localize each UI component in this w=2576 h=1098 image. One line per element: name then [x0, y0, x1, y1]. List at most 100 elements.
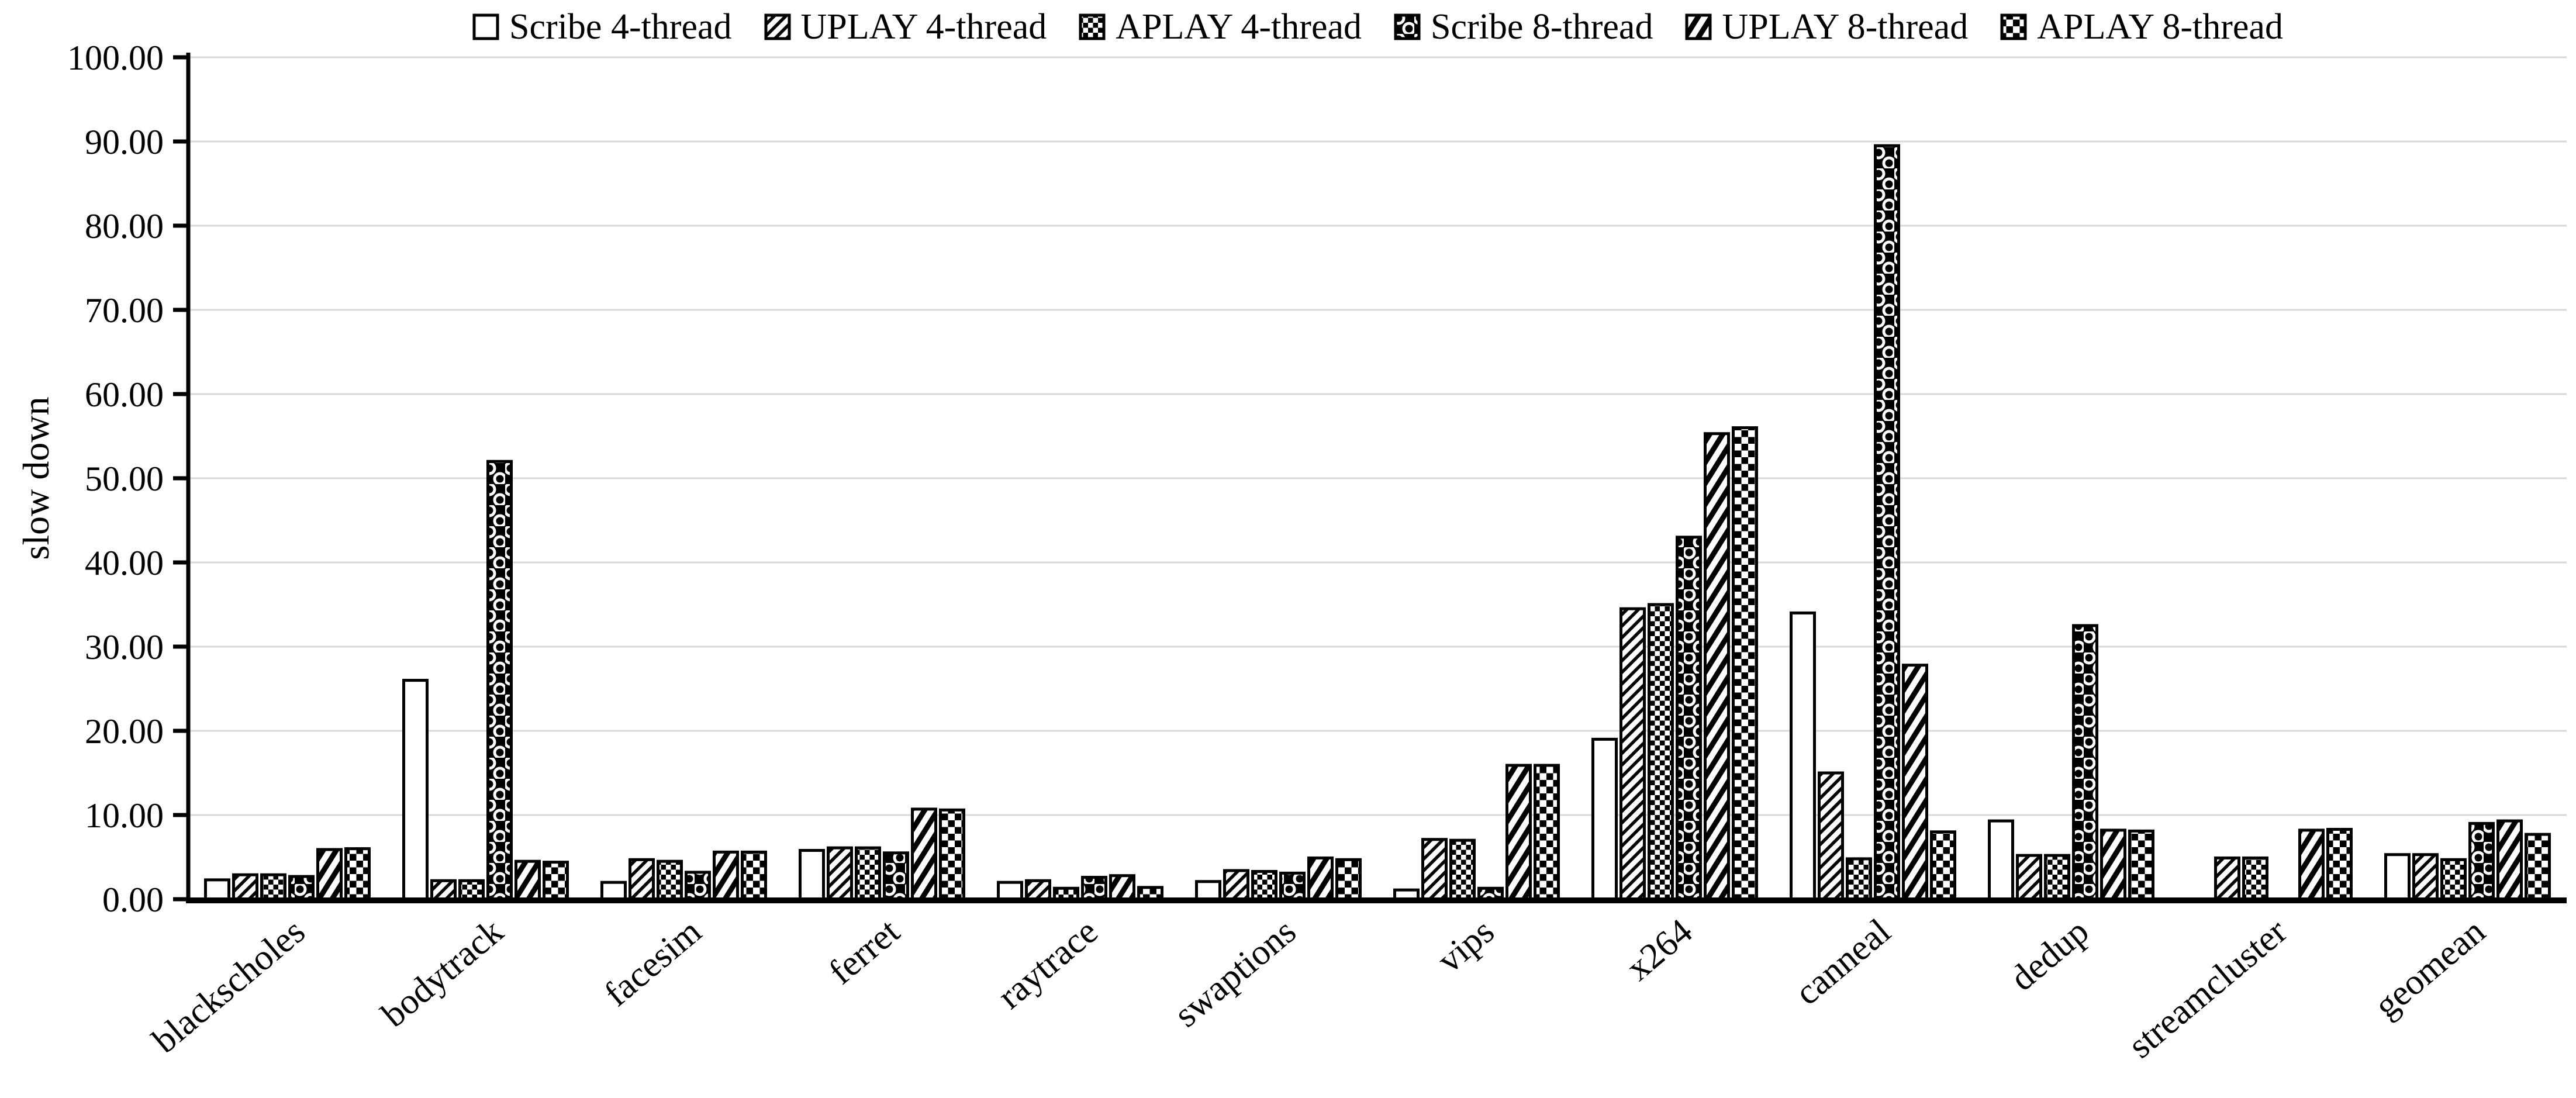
bar-uplay-4-thread-dedup — [2016, 854, 2042, 901]
bar-uplay-8-thread-vips — [1505, 764, 1532, 901]
gridlines-layer — [188, 56, 2567, 816]
bar-scribe-4-thread-raytrace — [997, 881, 1023, 901]
bar-scribe-8-thread-swaptions — [1279, 871, 1306, 901]
bar-scribe-8-thread-ferret — [883, 851, 909, 901]
x-category-label: geomean — [2367, 911, 2492, 1026]
bar-aplay-8-thread-vips — [1534, 764, 1560, 901]
x-category-label: dedup — [2003, 911, 2097, 999]
x-category-label: streamcluster — [2121, 911, 2295, 1066]
y-tick-label: 10.00 — [85, 796, 164, 835]
bar-uplay-4-thread-x264 — [1620, 607, 1646, 901]
y-tick-label: 90.00 — [85, 123, 164, 161]
bar-uplay-4-thread-blackscholes — [232, 873, 258, 901]
x-category-label: canneal — [1788, 911, 1898, 1013]
x-category-label: swaptions — [1167, 911, 1304, 1035]
legend-item-scribe-4-thread: Scribe 4-thread — [472, 7, 732, 47]
legend-item-uplay-4-thread: UPLAY 4-thread — [764, 9, 1047, 45]
legend-label: Scribe 4-thread — [509, 7, 732, 47]
bar-scribe-8-thread-raytrace — [1081, 876, 1107, 901]
y-tick-label: 100.00 — [67, 39, 164, 77]
legend-label: UPLAY 4-thread — [800, 7, 1047, 47]
bar-scribe-4-thread-dedup — [1988, 819, 2014, 901]
legend-item-scribe-8-thread: Scribe 8-thread — [1393, 9, 1653, 45]
bar-aplay-8-thread-facesim — [741, 850, 767, 901]
bar-aplay-8-thread-blackscholes — [344, 847, 371, 901]
bar-uplay-8-thread-blackscholes — [316, 848, 343, 901]
legend-swatch-checkerboard — [2000, 13, 2027, 40]
bar-uplay-4-thread-canneal — [1818, 771, 1844, 901]
bar-uplay-4-thread-ferret — [827, 846, 853, 901]
bar-uplay-4-thread-swaptions — [1223, 869, 1249, 901]
bar-scribe-4-thread-x264 — [1591, 737, 1618, 901]
legend-swatch-plain-white — [472, 13, 499, 40]
bar-aplay-4-thread-ferret — [855, 846, 881, 901]
x-category-label: ferret — [821, 911, 907, 992]
legend-item-aplay-4-thread: APLAY 4-thread — [1078, 9, 1362, 45]
bar-aplay-4-thread-vips — [1449, 838, 1476, 901]
bar-scribe-4-thread-swaptions — [1195, 880, 1221, 901]
x-category-label: facesim — [597, 911, 709, 1014]
bar-scribe-4-thread-facesim — [600, 881, 627, 901]
bar-scribe-8-thread-geomean — [2468, 821, 2495, 901]
bar-uplay-4-thread-raytrace — [1025, 879, 1051, 901]
bar-uplay-8-thread-x264 — [1704, 432, 1730, 901]
bar-aplay-8-thread-swaptions — [1335, 858, 1362, 901]
bar-aplay-4-thread-x264 — [1648, 603, 1674, 901]
bar-scribe-8-thread-bodytrack — [486, 460, 513, 901]
bar-scribe-8-thread-canneal — [1874, 144, 1900, 901]
bar-scribe-4-thread-ferret — [799, 848, 825, 901]
bar-aplay-4-thread-facesim — [657, 859, 683, 901]
bar-uplay-4-thread-facesim — [629, 858, 655, 901]
y-tick-label: 50.00 — [85, 460, 164, 498]
legend-label: UPLAY 8-thread — [1722, 7, 1969, 47]
bar-aplay-4-thread-streamcluster — [2242, 856, 2268, 901]
bar-scribe-8-thread-x264 — [1676, 536, 1702, 901]
bar-uplay-8-thread-dedup — [2100, 828, 2126, 901]
x-category-label: vips — [1430, 911, 1502, 981]
y-tick-label: 70.00 — [85, 291, 164, 330]
bar-aplay-8-thread-bodytrack — [543, 861, 569, 901]
bar-scribe-4-thread-geomean — [2384, 853, 2411, 901]
bar-scribe-4-thread-blackscholes — [204, 878, 230, 901]
bar-aplay-4-thread-dedup — [2044, 854, 2070, 901]
bar-aplay-8-thread-geomean — [2525, 833, 2551, 901]
y-tick-label: 40.00 — [85, 544, 164, 582]
x-category-label: x264 — [1619, 911, 1700, 989]
bar-aplay-8-thread-streamcluster — [2326, 827, 2353, 901]
legend-item-aplay-8-thread: APLAY 8-thread — [2000, 9, 2283, 45]
chart-legend: Scribe 4-thread UPLAY 4-thread APLAY 4-thr… — [188, 0, 2567, 54]
bar-aplay-8-thread-x264 — [1732, 426, 1758, 901]
bar-uplay-8-thread-raytrace — [1109, 874, 1135, 901]
x-category-label: bodytrack — [374, 911, 511, 1035]
x-category-label: raytrace — [990, 911, 1106, 1017]
bar-uplay-8-thread-geomean — [2496, 819, 2523, 901]
legend-swatch-fine-checker — [1079, 13, 1106, 40]
bar-scribe-8-thread-facesim — [685, 871, 711, 901]
y-tick-label: 80.00 — [85, 207, 164, 246]
bar-aplay-4-thread-canneal — [1846, 857, 1872, 901]
bar-uplay-4-thread-streamcluster — [2214, 856, 2240, 901]
bar-scribe-4-thread-bodytrack — [402, 679, 429, 901]
bar-uplay-4-thread-geomean — [2412, 853, 2439, 901]
y-tick-label: 60.00 — [85, 375, 164, 414]
bar-aplay-8-thread-raytrace — [1137, 886, 1163, 901]
legend-swatch-chain-rings — [1394, 13, 1421, 40]
bar-aplay-8-thread-dedup — [2128, 829, 2154, 901]
legend-label: Scribe 8-thread — [1431, 7, 1653, 47]
bar-uplay-8-thread-ferret — [911, 807, 937, 901]
bar-uplay-4-thread-bodytrack — [430, 879, 457, 901]
bar-uplay-8-thread-canneal — [1902, 664, 1928, 901]
bars-layer — [204, 144, 2551, 901]
bar-scribe-8-thread-dedup — [2072, 624, 2098, 901]
axes-layer — [173, 53, 2567, 903]
bar-aplay-8-thread-ferret — [939, 808, 965, 901]
y-tick-label: 0.00 — [102, 881, 164, 919]
x-category-label: blackscholes — [145, 911, 312, 1061]
bar-aplay-4-thread-swaptions — [1251, 869, 1277, 901]
y-tick-label: 30.00 — [85, 628, 164, 667]
bar-scribe-8-thread-blackscholes — [288, 875, 315, 901]
axis-labels-layer: 0.00 10.00 20.00 30.00 40.00 50.00 60.00 70.00 8… — [67, 39, 2492, 1066]
bar-scribe-4-thread-canneal — [1790, 611, 1816, 901]
